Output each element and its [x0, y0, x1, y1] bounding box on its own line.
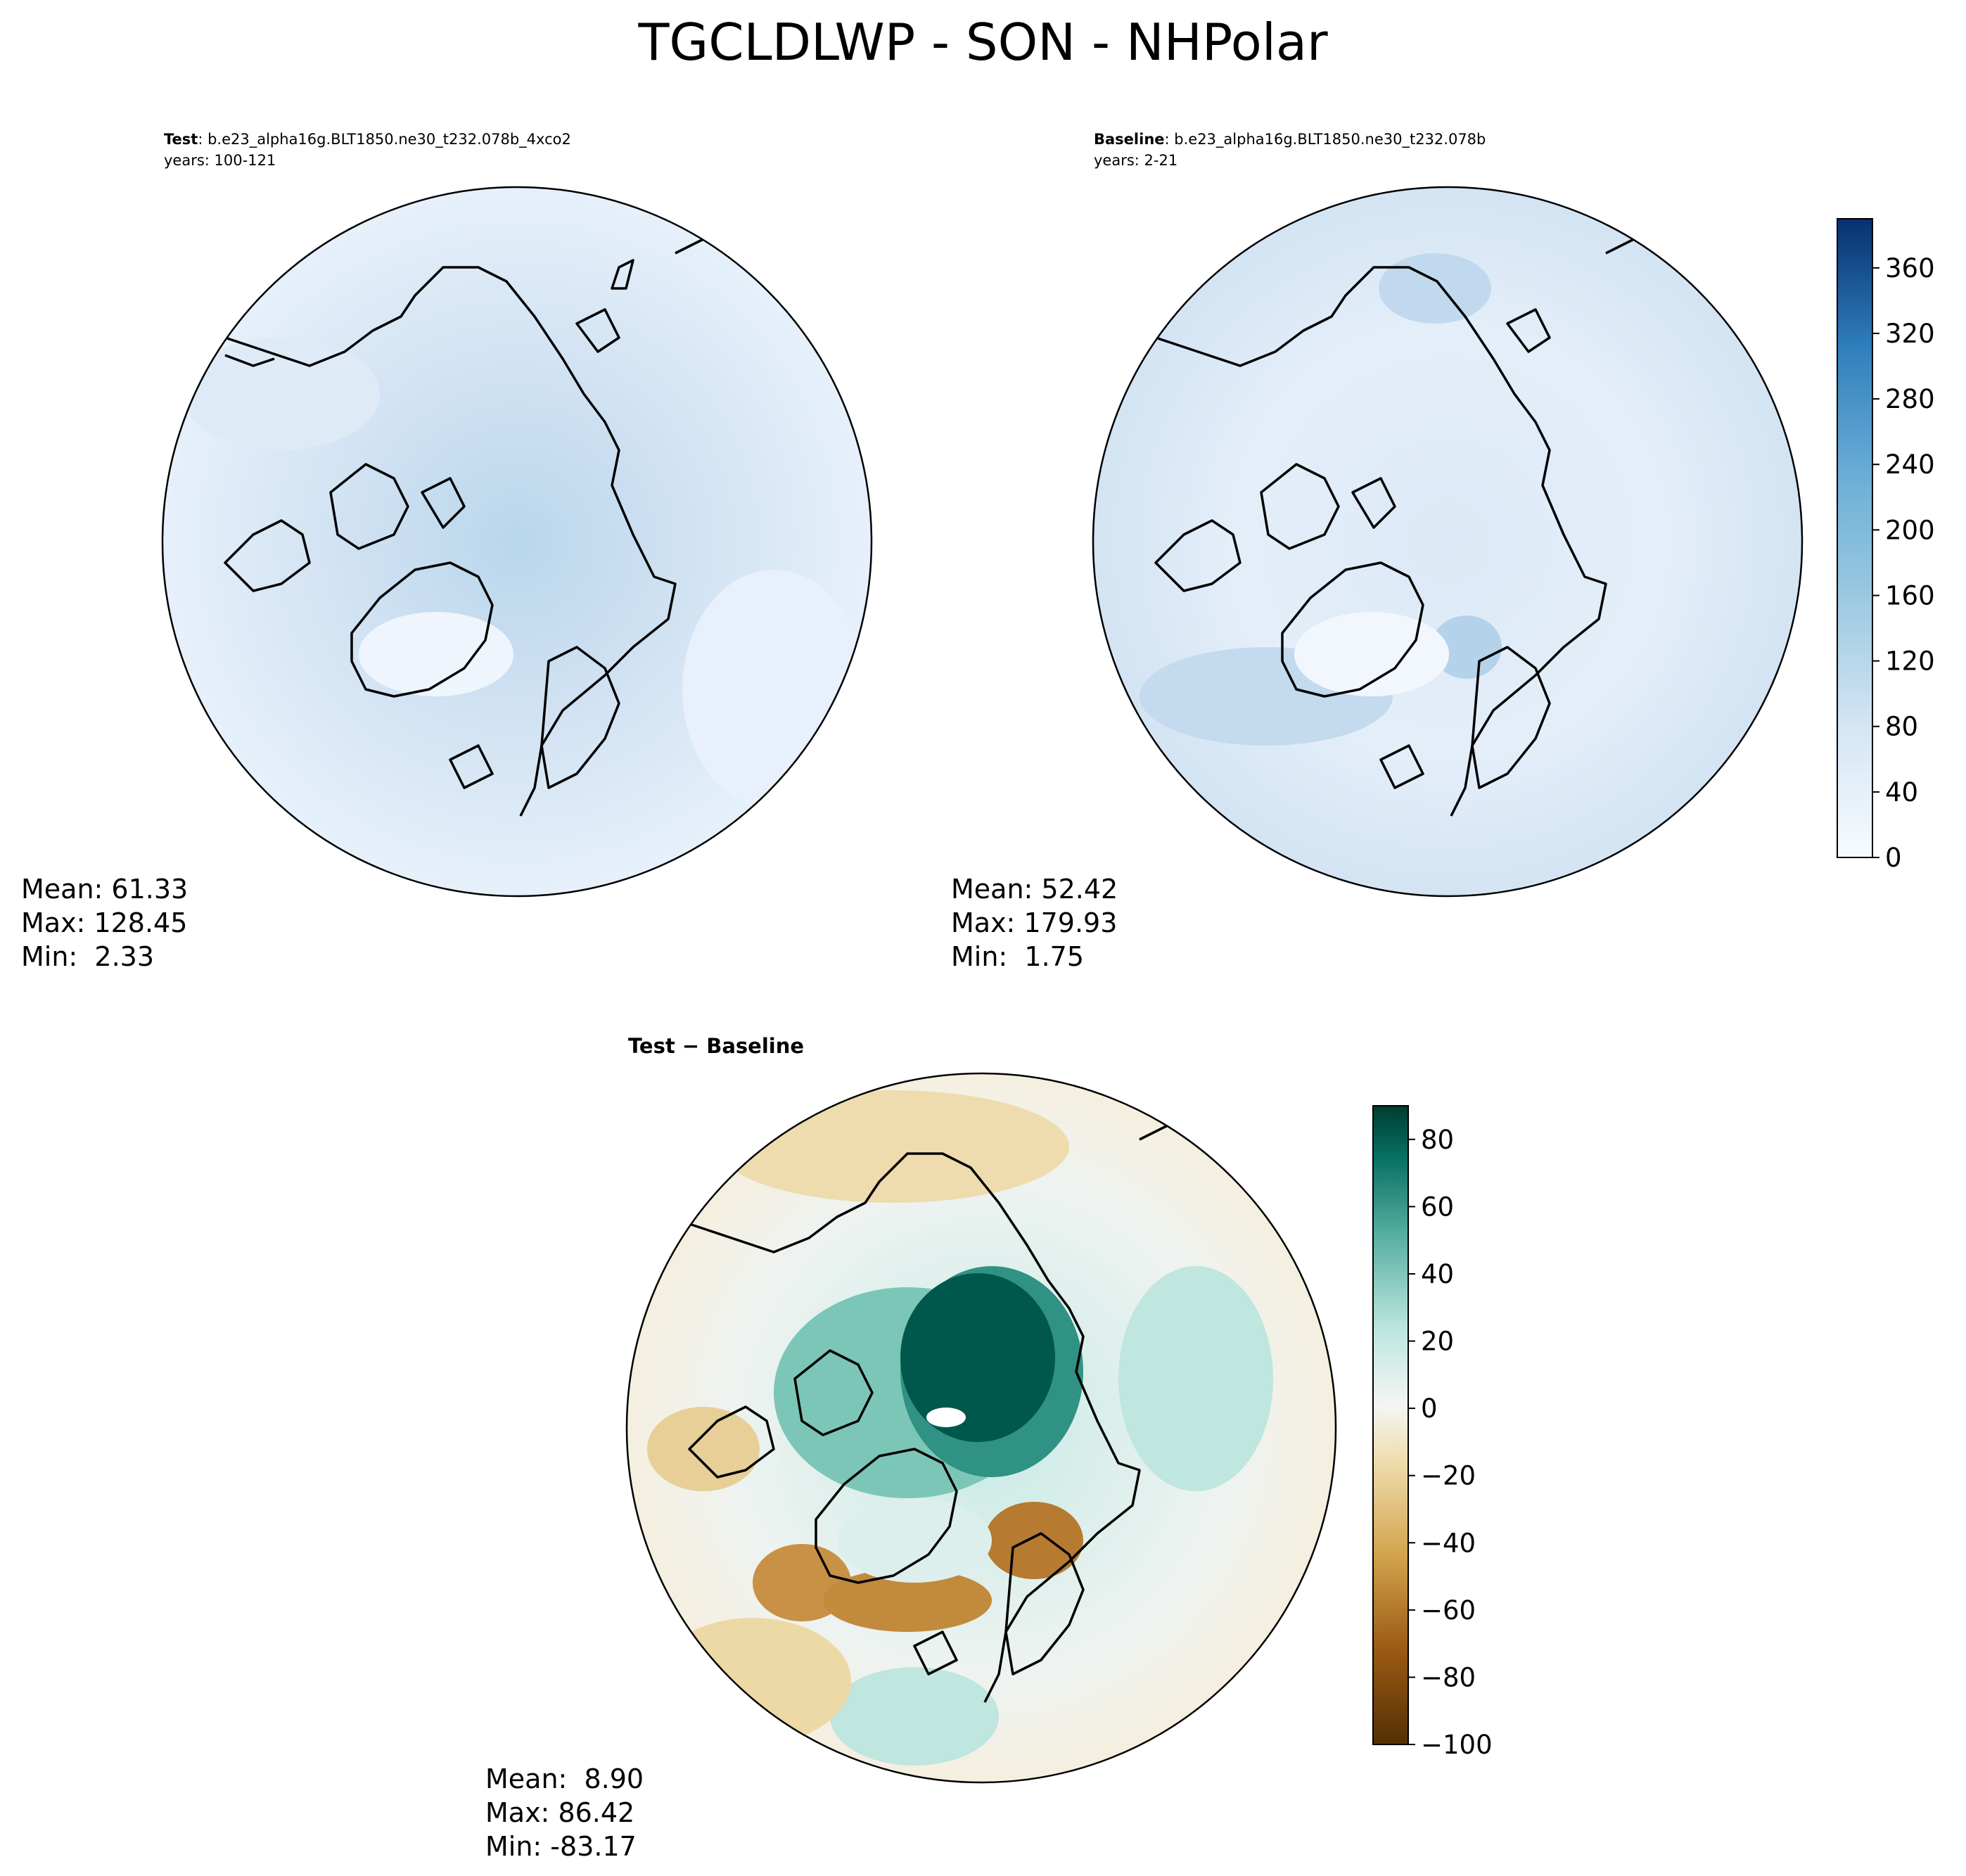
test-panel-title: Test: b.e23_alpha16g.BLT1850.ne30_t232.0…	[164, 129, 571, 171]
test-case-name: : b.e23_alpha16g.BLT1850.ne30_t232.078b_…	[198, 131, 571, 148]
positive-core	[900, 1273, 1055, 1442]
baseline-label: Baseline	[1094, 131, 1165, 148]
difference-panel-title: Test − Baseline	[628, 1034, 805, 1058]
test-years: years: 100-121	[164, 152, 276, 169]
difference-map	[625, 1072, 1337, 1784]
test-stats: Mean: 61.33 Max: 128.45 Min: 2.33	[21, 872, 188, 974]
test-min: Min: 2.33	[21, 941, 154, 972]
difference-mean: Mean: 8.90	[485, 1763, 644, 1794]
colorbar-diff-tick-label: 20	[1421, 1327, 1454, 1357]
baseline-min: Min: 1.75	[951, 941, 1084, 972]
colorbar-diff-tick-label: −80	[1421, 1662, 1476, 1692]
test-map	[161, 186, 873, 898]
colorbar-diff-tick-label: 0	[1421, 1393, 1438, 1424]
colorbar-main-tick-label: 280	[1885, 384, 1935, 414]
colorbar-main-bar	[1837, 218, 1873, 858]
difference-stats: Mean: 8.90 Max: 86.42 Min: -83.17	[485, 1762, 644, 1863]
test-max: Max: 128.45	[21, 907, 188, 938]
figure-title: TGCLDLWP - SON - NHPolar	[638, 13, 1328, 72]
colorbar-diff-tick-label: 40	[1421, 1259, 1454, 1289]
colorbar-main-tick-label: 360	[1885, 253, 1935, 283]
map-boundary	[161, 186, 873, 898]
test-mean: Mean: 61.33	[21, 874, 189, 905]
baseline-case-name: : b.e23_alpha16g.BLT1850.ne30_t232.078b	[1164, 131, 1486, 148]
baseline-mean: Mean: 52.42	[951, 874, 1118, 905]
greenland-low-region	[359, 612, 513, 696]
colorbar-main-tick-label: 40	[1885, 777, 1918, 808]
baseline-map	[1092, 186, 1804, 898]
colorbar-diff-tick-label: −60	[1421, 1595, 1476, 1626]
colorbar-diff-bar	[1372, 1105, 1409, 1745]
colorbar-diff-tick-label: 60	[1421, 1192, 1454, 1222]
colorbar-main-tick-label: 200	[1885, 515, 1935, 545]
colorbar-main-tick-label: 0	[1885, 843, 1902, 873]
test-label: Test	[164, 131, 198, 148]
colorbar-diff-tick-label: 80	[1421, 1125, 1454, 1155]
baseline-max: Max: 179.93	[951, 907, 1118, 938]
baseline-panel-title: Baseline: b.e23_alpha16g.BLT1850.ne30_t2…	[1094, 129, 1486, 171]
colorbar-main-tick-label: 120	[1885, 646, 1935, 677]
colorbar-main-tick-label: 240	[1885, 449, 1935, 480]
difference-max: Max: 86.42	[485, 1797, 635, 1828]
colorbar-diff-tick-label: −40	[1421, 1528, 1476, 1558]
map-boundary	[1092, 186, 1804, 898]
baseline-stats: Mean: 52.42 Max: 179.93 Min: 1.75	[951, 872, 1118, 974]
colorbar-diff-tick-label: −20	[1421, 1461, 1476, 1491]
colorbar-main-tick-label: 320	[1885, 319, 1935, 349]
colorbar-main-tick-label: 80	[1885, 712, 1918, 742]
colorbar-main: 0 40 80 120 160 200 240 280 320 360	[1837, 218, 1935, 873]
colorbar-diff-tick-label: −100	[1421, 1730, 1493, 1760]
colorbar-diff: −100 −80 −60 −40 −20 0 20 40 60 80	[1372, 1105, 1493, 1760]
colorbar-main-tick-label: 160	[1885, 580, 1935, 611]
difference-min: Min: -83.17	[485, 1831, 637, 1862]
negative-region-north	[717, 1090, 1069, 1203]
map-boundary	[625, 1072, 1337, 1784]
baseline-years: years: 2-21	[1094, 152, 1178, 169]
